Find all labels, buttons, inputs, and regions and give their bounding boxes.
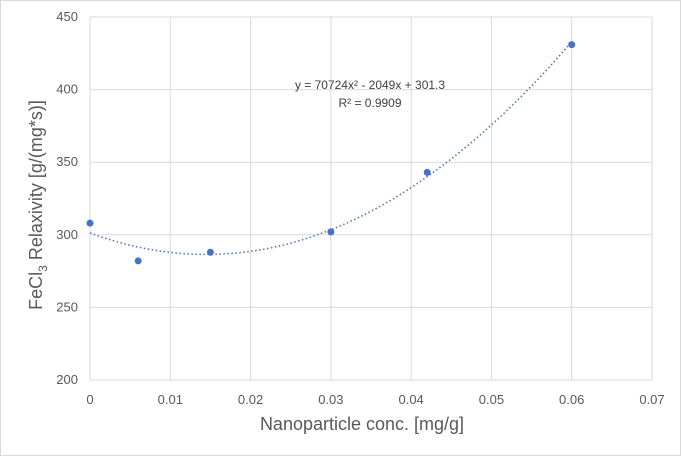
y-tick-label: 350 [56,154,78,169]
data-point [134,257,142,265]
data-points [86,41,576,265]
x-tick-label: 0.07 [639,392,664,407]
y-axis-title-prefix: FeCl [26,272,46,310]
data-point [568,41,576,49]
x-tick-label: 0.01 [158,392,183,407]
y-tick-label: 200 [56,372,78,387]
x-tick-label: 0.03 [318,392,343,407]
y-axis-title: FeCl3 Relaxivity [g/(mg*s)] [26,100,50,310]
x-axis-title: Nanoparticle conc. [mg/g] [260,414,464,434]
data-point [423,168,431,176]
y-tick-labels: 200 250 300 350 400 450 [56,9,78,387]
r-squared-label: R² = 0.9909 [338,96,401,110]
x-tick-label: 0 [86,392,93,407]
data-point [86,219,94,227]
gridlines [89,16,653,381]
y-tick-label: 450 [56,9,78,24]
x-tick-label: 0.06 [559,392,584,407]
y-axis-title-subscript: 3 [36,265,50,272]
x-tick-label: 0.02 [238,392,263,407]
x-tick-label: 0.05 [479,392,504,407]
x-tick-labels: 0 0.01 0.02 0.03 0.04 0.05 0.06 0.07 [86,392,664,407]
data-point [206,248,214,256]
data-point [327,228,335,236]
x-tick-label: 0.04 [398,392,423,407]
y-tick-label: 400 [56,82,78,97]
y-tick-label: 300 [56,227,78,242]
trendline-equation: y = 70724x² - 2049x + 301.3 [295,78,445,92]
y-axis-title-suffix: Relaxivity [g/(mg*s)] [26,100,46,265]
y-tick-label: 250 [56,299,78,314]
